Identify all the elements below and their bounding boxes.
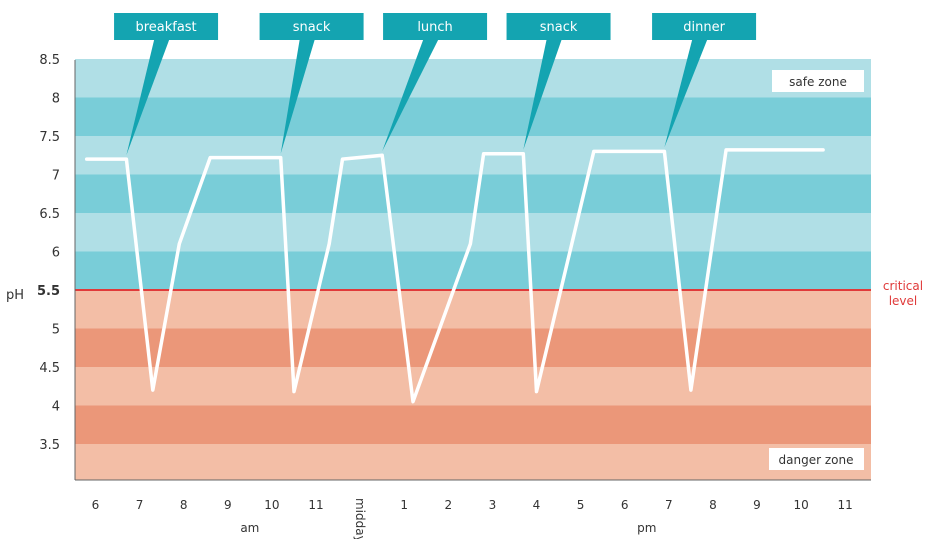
callout-pointer bbox=[126, 40, 170, 156]
callout-label: lunch bbox=[417, 20, 452, 35]
x-group-label: am bbox=[240, 521, 259, 535]
y-tick-label: 7.5 bbox=[39, 130, 60, 145]
danger-band bbox=[75, 367, 871, 406]
safe-band bbox=[75, 136, 871, 175]
callout-label: dinner bbox=[683, 20, 725, 35]
x-tick-label: 5 bbox=[577, 498, 585, 512]
critical-level-label-line2: level bbox=[889, 294, 918, 308]
zone-bands bbox=[75, 59, 871, 480]
callout-pointer bbox=[280, 40, 315, 154]
safe-band bbox=[75, 251, 871, 290]
x-tick-label: 4 bbox=[533, 498, 541, 512]
safe-band bbox=[75, 174, 871, 213]
callout-box bbox=[259, 13, 364, 40]
x-tick-label: 7 bbox=[136, 498, 144, 512]
x-tick-label: 3 bbox=[489, 498, 497, 512]
callout-pointer bbox=[523, 40, 562, 150]
callout-pointer bbox=[664, 40, 708, 148]
safe-band bbox=[75, 97, 871, 136]
danger-band bbox=[75, 328, 871, 367]
ph-line bbox=[84, 148, 825, 404]
callout-pointer bbox=[382, 40, 439, 152]
x-tick-label: 10 bbox=[264, 498, 279, 512]
critical-level-label-line1: critical bbox=[883, 279, 923, 293]
x-tick-label: 8 bbox=[709, 498, 717, 512]
y-tick-label: 8 bbox=[52, 92, 60, 107]
danger-band bbox=[75, 290, 871, 329]
callout-box bbox=[652, 13, 757, 40]
safe-band bbox=[75, 59, 871, 98]
x-tick-label: 8 bbox=[180, 498, 188, 512]
callout-box bbox=[383, 13, 488, 40]
x-tick-label: midday bbox=[353, 498, 367, 539]
x-tick-label: 9 bbox=[224, 498, 232, 512]
y-tick-label: 6.5 bbox=[39, 207, 60, 222]
callout-label: breakfast bbox=[135, 20, 196, 35]
callout-box bbox=[506, 13, 611, 40]
x-tick-label: 6 bbox=[621, 498, 629, 512]
y-tick-label: 4.5 bbox=[39, 361, 60, 376]
callout-box bbox=[114, 13, 219, 40]
y-tick-label: 3.5 bbox=[39, 438, 60, 453]
ph-series bbox=[84, 148, 825, 404]
x-tick-label: 2 bbox=[444, 498, 452, 512]
danger-band bbox=[75, 405, 871, 444]
safe-zone-text: safe zone bbox=[789, 75, 847, 89]
x-tick-label: 6 bbox=[92, 498, 100, 512]
y-tick-label: 5 bbox=[52, 323, 60, 338]
meal-callouts: breakfast snack lunch snack dinner bbox=[114, 13, 757, 156]
y-tick-label: 7 bbox=[52, 169, 60, 184]
danger-zone-label: danger zone bbox=[769, 448, 864, 470]
axes: 3.5 4 4.5 5 5.5 6 6.5 7 7.5 8 8.5 6 7 8 9 10 11 midday 1 2 3… bbox=[37, 53, 871, 539]
callout-label: snack bbox=[540, 20, 578, 35]
x-group-label: pm bbox=[637, 521, 656, 535]
danger-band bbox=[75, 444, 871, 480]
x-tick-label: 1 bbox=[400, 498, 408, 512]
danger-zone-text: danger zone bbox=[779, 453, 854, 467]
y-tick-label: 6 bbox=[52, 246, 60, 261]
x-tick-label: 9 bbox=[753, 498, 761, 512]
callout-label: snack bbox=[293, 20, 331, 35]
safe-zone-label: safe zone bbox=[772, 70, 864, 92]
y-tick-label: 4 bbox=[52, 400, 60, 415]
x-tick-label: 10 bbox=[793, 498, 808, 512]
x-tick-label: 7 bbox=[665, 498, 673, 512]
x-tick-label: 11 bbox=[838, 498, 853, 512]
y-axis-label: pH bbox=[6, 288, 24, 303]
y-tick-label: 5.5 bbox=[37, 284, 60, 299]
y-tick-label: 8.5 bbox=[39, 53, 60, 68]
x-tick-label: 11 bbox=[308, 498, 323, 512]
